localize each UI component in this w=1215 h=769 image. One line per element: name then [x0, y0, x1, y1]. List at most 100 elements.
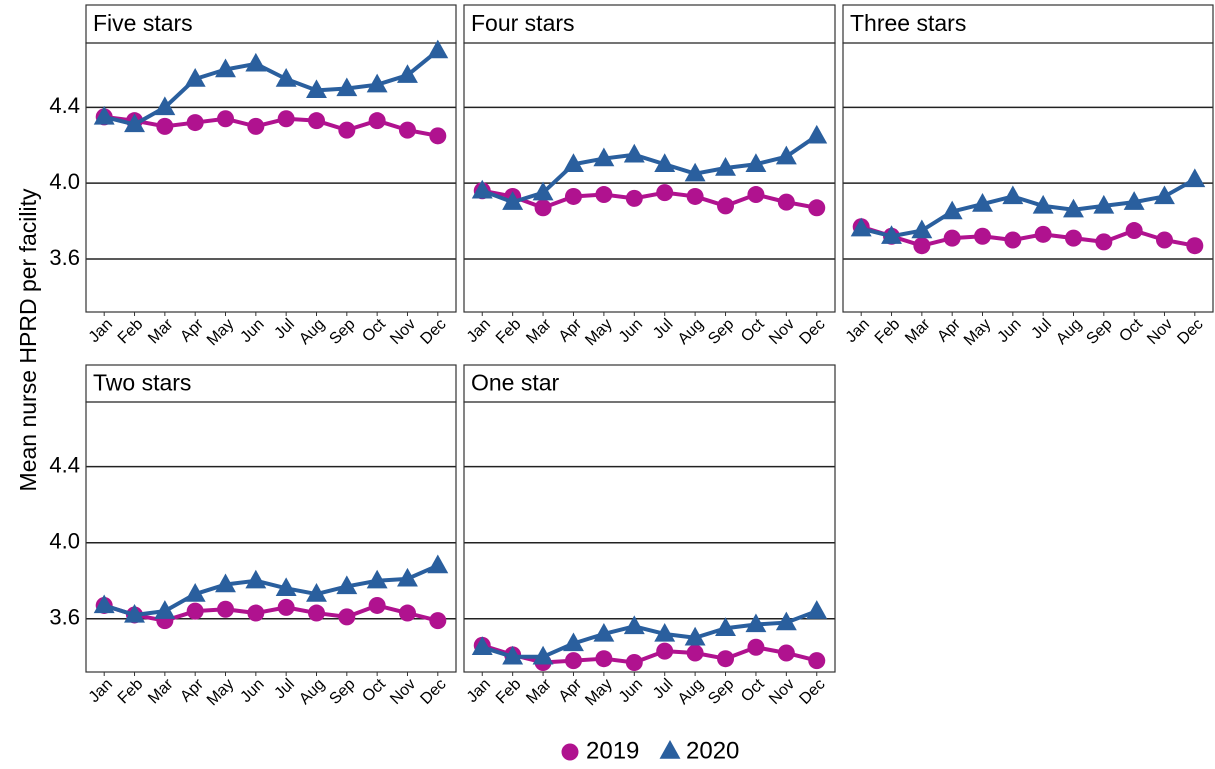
- marker: [1125, 222, 1143, 240]
- marker: [881, 225, 902, 244]
- x-tick-label: Jul: [650, 676, 676, 702]
- marker: [1034, 225, 1052, 243]
- marker: [1032, 194, 1054, 214]
- marker: [534, 199, 552, 217]
- marker: [943, 229, 961, 247]
- marker: [124, 603, 145, 623]
- marker: [245, 52, 267, 72]
- panel-title: Five stars: [93, 10, 193, 36]
- marker: [93, 594, 115, 614]
- y-tick-label: 3.6: [49, 605, 80, 630]
- x-tick-label: Feb: [872, 316, 904, 348]
- marker: [1002, 185, 1024, 205]
- y-tick-label: 4.0: [49, 169, 80, 194]
- legend-marker: [659, 740, 681, 759]
- marker: [154, 96, 176, 116]
- x-tick-label: Jun: [237, 316, 267, 346]
- panel-title: Three stars: [850, 10, 966, 36]
- marker: [247, 117, 265, 135]
- series-line: [103, 49, 440, 127]
- marker: [502, 191, 524, 210]
- marker: [625, 653, 643, 671]
- marker: [808, 199, 826, 217]
- marker: [336, 575, 358, 595]
- panel-border: [85, 401, 457, 673]
- y-tick-label: 4.0: [49, 529, 80, 554]
- x-tick-label: Apr: [177, 675, 207, 705]
- x-tick-label: Mar: [523, 675, 555, 707]
- x-tick-label: Oct: [738, 675, 768, 705]
- x-tick-label: Feb: [493, 316, 525, 348]
- x-tick-label: Jan: [86, 676, 116, 706]
- marker: [1123, 191, 1145, 210]
- marker: [338, 608, 356, 626]
- marker: [1093, 194, 1115, 214]
- marker: [502, 645, 524, 665]
- x-tick-label: Oct: [738, 315, 768, 345]
- x-tick-label: Apr: [556, 675, 586, 705]
- x-tick-label: Aug: [675, 676, 707, 708]
- marker: [1154, 185, 1175, 205]
- marker: [564, 187, 582, 205]
- marker: [1063, 198, 1084, 218]
- marker: [398, 121, 416, 139]
- x-tick-label: Aug: [675, 316, 707, 348]
- marker: [427, 554, 449, 574]
- x-tick-label: Dec: [417, 676, 449, 708]
- marker: [1095, 233, 1113, 251]
- series-line: [860, 177, 1196, 239]
- x-tick-label: Nov: [766, 316, 798, 348]
- x-tick-label: Nov: [387, 676, 419, 708]
- panel-border: [85, 42, 457, 313]
- marker: [775, 145, 797, 165]
- marker: [275, 577, 297, 597]
- x-tick-label: Apr: [177, 315, 207, 345]
- marker: [429, 127, 447, 145]
- x-tick-label: Aug: [296, 316, 328, 348]
- marker: [806, 124, 828, 144]
- y-axis-label: Mean nurse HPRD per facility: [15, 188, 41, 491]
- panel-title: Four stars: [471, 10, 575, 36]
- marker: [656, 642, 674, 660]
- x-tick-label: Oct: [1116, 315, 1146, 345]
- x-tick-label: Mar: [523, 315, 555, 347]
- x-tick-label: Mar: [145, 675, 177, 707]
- marker: [245, 569, 267, 589]
- marker: [215, 573, 236, 593]
- series-line: [481, 643, 818, 665]
- x-tick-label: Aug: [1053, 316, 1085, 348]
- x-tick-label: Sep: [1083, 316, 1115, 348]
- marker: [217, 110, 235, 128]
- marker: [1064, 229, 1082, 247]
- marker: [684, 626, 706, 646]
- marker: [808, 652, 826, 670]
- marker: [563, 632, 584, 652]
- marker: [275, 67, 297, 87]
- x-tick-label: Sep: [326, 676, 358, 708]
- x-tick-label: Jun: [616, 316, 646, 346]
- marker: [1184, 168, 1206, 188]
- x-tick-label: Jul: [650, 316, 676, 342]
- marker: [93, 105, 115, 125]
- series-line: [103, 114, 439, 138]
- marker: [775, 611, 797, 631]
- marker: [307, 112, 325, 130]
- marker: [913, 237, 931, 255]
- marker: [277, 598, 295, 616]
- marker: [217, 600, 235, 618]
- marker: [368, 596, 386, 614]
- marker: [595, 186, 613, 204]
- panel-border: [463, 42, 836, 313]
- x-tick-label: Jan: [464, 316, 494, 346]
- marker: [1186, 237, 1204, 255]
- marker: [717, 197, 735, 215]
- x-tick-label: May: [582, 316, 615, 349]
- marker: [397, 567, 418, 587]
- marker: [398, 604, 416, 622]
- series-line: [481, 188, 818, 210]
- x-tick-label: Mar: [902, 315, 934, 347]
- marker: [532, 181, 554, 201]
- x-tick-label: Feb: [115, 316, 147, 348]
- panel-border: [463, 401, 836, 673]
- marker: [686, 644, 704, 662]
